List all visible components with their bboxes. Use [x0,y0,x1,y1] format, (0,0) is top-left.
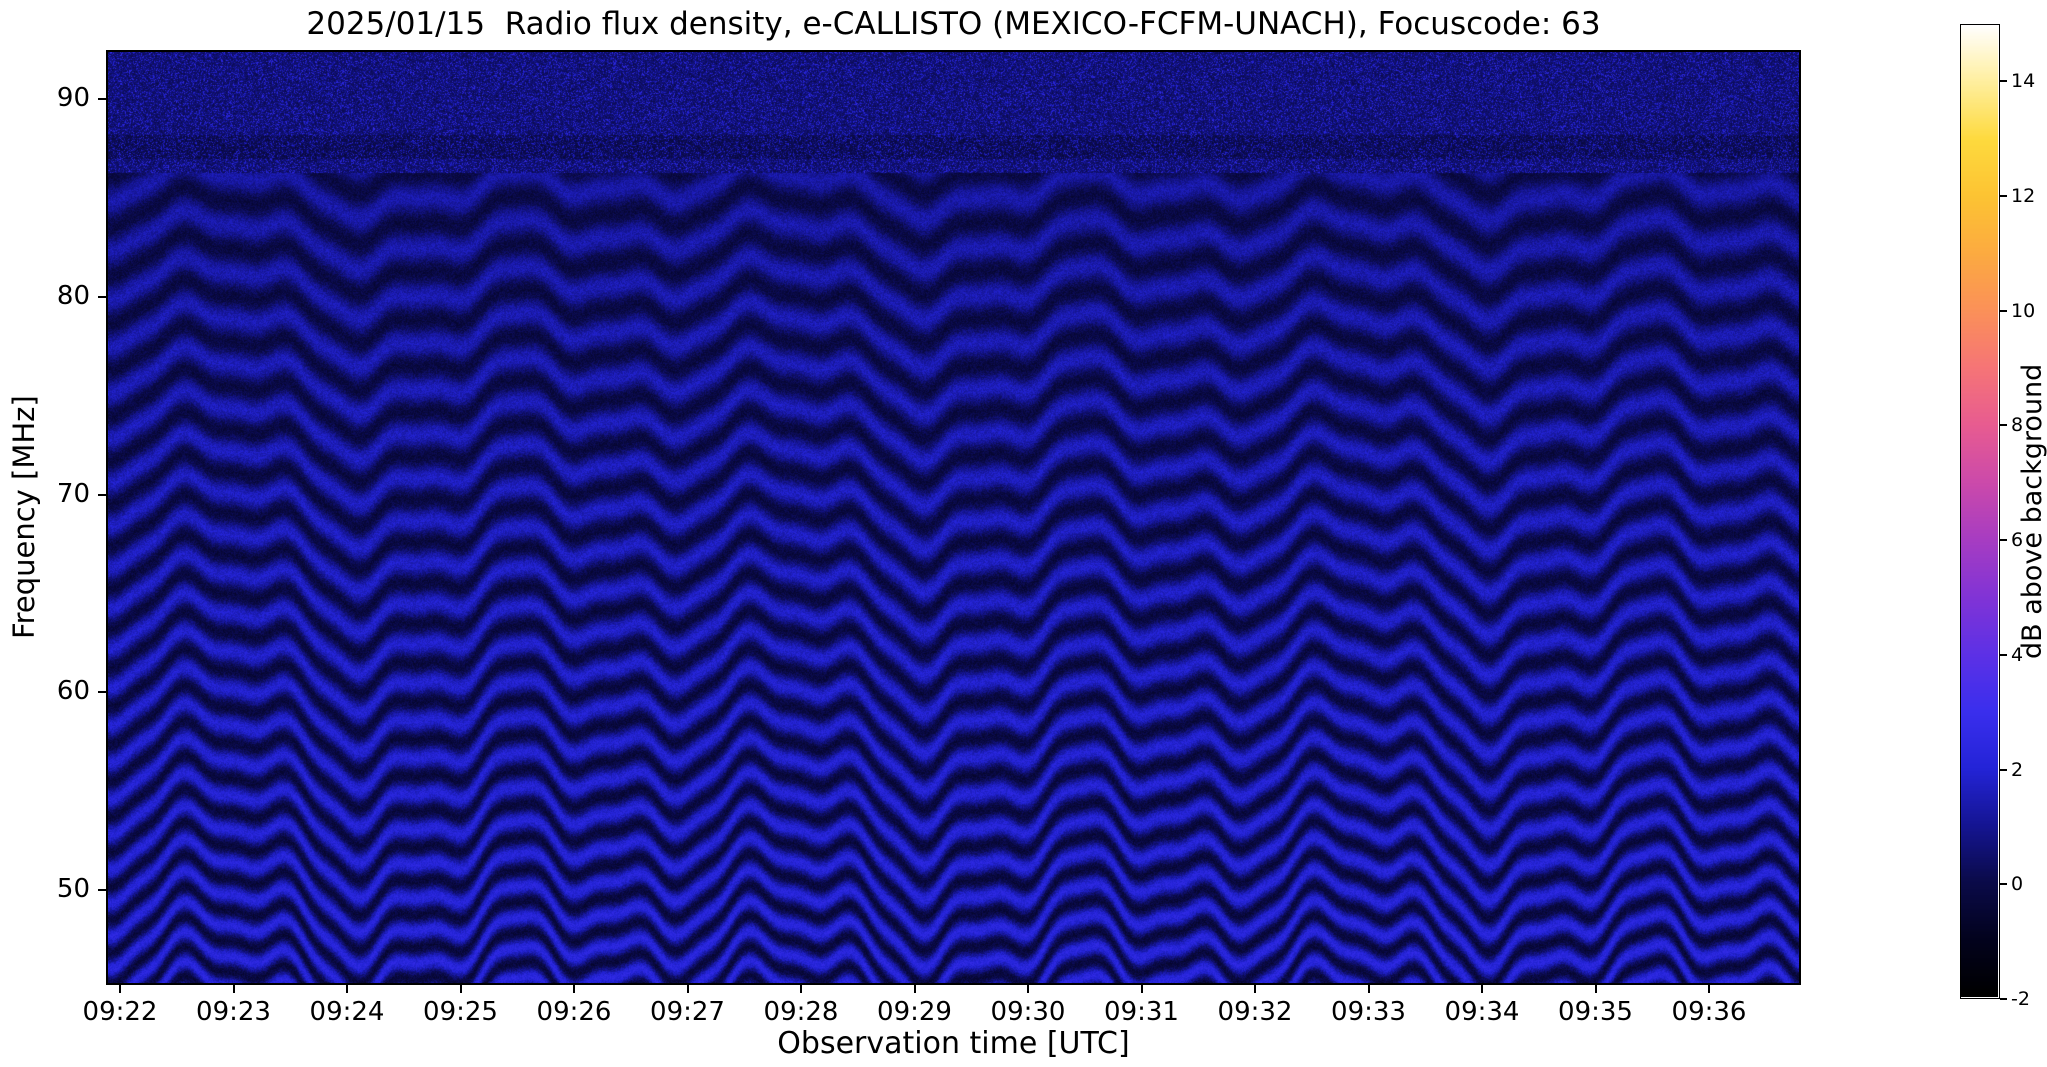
x-tick-mark [1367,985,1370,993]
colorbar-tick-mark [2000,883,2007,886]
y-tick-mark [98,889,106,892]
colorbar-canvas [1961,25,1998,997]
colorbar-tick-mark [2000,998,2007,1000]
colorbar-tick-mark [2000,309,2007,312]
x-tick-label: 09:33 [1331,997,1406,1027]
x-tick-label: 09:32 [1217,997,1293,1027]
x-tick-mark [1140,985,1143,993]
colorbar-tick-mark [2000,768,2007,771]
x-tick-label: 09:36 [1671,997,1747,1027]
y-tick-mark [98,98,106,101]
colorbar-tick-label: 8 [2011,414,2024,437]
y-tick-mark [98,493,106,496]
x-tick-mark [1254,985,1256,993]
x-tick-mark [119,985,121,993]
colorbar-tick-label: 4 [2011,643,2024,666]
colorbar-tick-mark [2000,80,2007,83]
colorbar-tick-label: -2 [2011,988,2030,1010]
colorbar-tick-mark [2000,653,2007,656]
x-tick-label: 09:22 [82,997,158,1027]
x-tick-label: 09:35 [1558,997,1633,1027]
colorbar-label: dB above background [2017,363,2047,660]
x-tick-label: 09:24 [309,997,385,1027]
colorbar-tick-mark [2000,195,2007,198]
x-tick-mark [459,985,462,993]
y-tick-label: 90 [56,83,90,114]
x-tick-label: 09:26 [536,997,612,1027]
x-tick-mark [1708,985,1710,993]
x-tick-label: 09:28 [763,997,839,1027]
x-tick-label: 09:31 [1104,997,1179,1027]
x-tick-mark [1594,985,1597,993]
y-tick-mark [98,296,106,299]
x-tick-mark [913,985,916,993]
x-tick-mark [1027,985,1029,993]
x-tick-mark [232,985,235,993]
x-tick-label: 09:27 [650,997,725,1027]
x-axis-label: Observation time [UTC] [777,1026,1130,1061]
x-tick-label: 09:34 [1444,997,1520,1027]
x-tick-mark [573,985,575,993]
y-tick-label: 80 [56,281,90,312]
colorbar-tick-mark [2000,539,2007,542]
x-tick-label: 09:23 [196,997,271,1027]
colorbar-tick-label: 2 [2011,758,2024,781]
x-tick-label: 09:30 [990,997,1066,1027]
spectrogram-canvas [108,52,1799,983]
x-tick-label: 09:29 [877,997,952,1027]
colorbar-tick-label: 14 [2011,70,2036,93]
chart-title: 2025/01/15 Radio flux density, e-CALLIST… [306,6,1601,42]
y-tick-mark [98,691,106,694]
x-tick-mark [800,985,802,993]
x-tick-label: 09:25 [423,997,498,1027]
colorbar-tick-mark [2000,424,2007,427]
y-axis-label: Frequency [MHz] [7,395,41,640]
colorbar-tick-label: 12 [2011,185,2036,208]
y-tick-label: 70 [56,478,90,509]
colorbar [1960,24,2000,999]
x-tick-mark [1481,985,1483,993]
x-tick-mark [346,985,348,993]
x-tick-mark [686,985,689,993]
plot-area [106,50,1801,985]
colorbar-tick-label: 0 [2011,873,2024,896]
colorbar-tick-label: 10 [2011,299,2036,322]
y-tick-label: 60 [56,676,90,707]
colorbar-tick-label: 6 [2011,529,2024,552]
y-tick-label: 50 [56,874,90,905]
